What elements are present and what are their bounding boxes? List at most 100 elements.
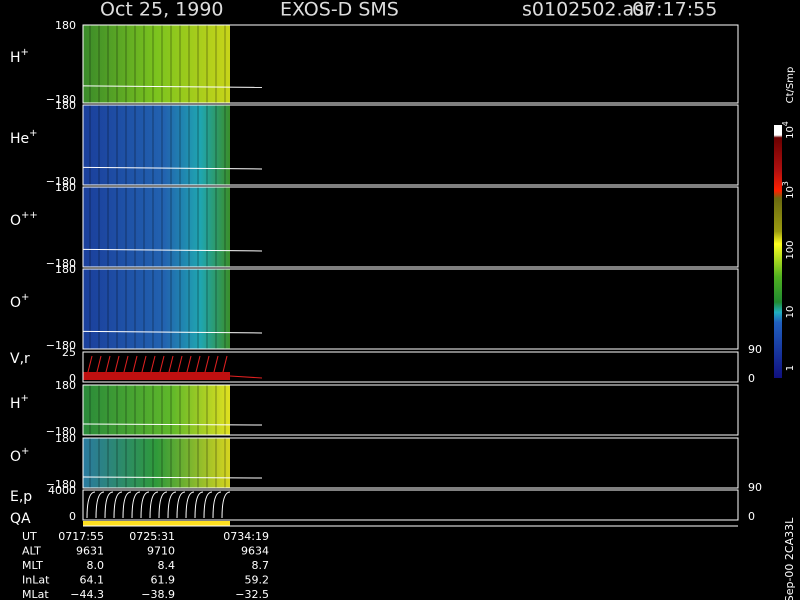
stripe [179, 438, 181, 488]
stripe [161, 438, 163, 488]
stripe [107, 269, 109, 349]
stripe [161, 187, 163, 267]
stripe [134, 105, 136, 185]
spectrogram [83, 438, 230, 488]
y2-tick-label: 0 [748, 510, 755, 523]
stripe [170, 269, 172, 349]
stripe [161, 25, 163, 103]
footer-value: 0734:19 [223, 530, 269, 543]
panel-frame [82, 268, 739, 350]
stripe [98, 187, 100, 267]
stripe [143, 438, 145, 488]
colorbar-base: 10 [785, 186, 796, 199]
header-mission: EXOS-D SMS [280, 0, 399, 21]
footer-value: 9710 [147, 545, 175, 558]
colorbar-label: 103 [781, 181, 797, 199]
spectrogram [83, 25, 230, 103]
panel-frame [82, 489, 739, 521]
panel-label: H+ [10, 47, 29, 66]
stripe [89, 438, 91, 488]
stripe [215, 385, 217, 435]
stripe [206, 269, 208, 349]
stripe [188, 187, 190, 267]
stripe [152, 269, 154, 349]
stripe [116, 269, 118, 349]
header-date: Oct 25, 1990 [100, 0, 224, 21]
stripe [197, 187, 199, 267]
footer-value: −44.3 [70, 588, 104, 600]
panel-frame [82, 24, 739, 104]
stripe [197, 438, 199, 488]
stripe [179, 187, 181, 267]
footer-label: UT [22, 530, 37, 543]
footer-value: 61.9 [151, 574, 176, 587]
footer-value: 59.2 [245, 574, 270, 587]
colorbar-label: 104 [781, 121, 797, 139]
stripe [179, 385, 181, 435]
stripe [143, 25, 145, 103]
stripe [116, 438, 118, 488]
stripe [224, 438, 226, 488]
panel-label-text: H [10, 396, 21, 412]
y-tick-label: −180 [46, 478, 76, 491]
stripe [197, 385, 199, 435]
stripe [197, 269, 199, 349]
energy-trace [212, 491, 222, 519]
footer-value: 8.0 [87, 559, 105, 572]
trace [82, 423, 263, 426]
stripe [197, 105, 199, 185]
energy-trace [158, 491, 168, 519]
colorbar-base: 100 [785, 240, 796, 259]
stripe [215, 105, 217, 185]
stripe [206, 105, 208, 185]
footer-label: MLat [22, 588, 49, 600]
footer-label: MLT [22, 559, 43, 572]
y2-tick-label: 90 [748, 343, 762, 356]
footer-value: 0717:55 [58, 530, 104, 543]
panel-label: O++ [10, 210, 38, 229]
panel-frame [82, 351, 739, 383]
footer-value: −32.5 [235, 588, 269, 600]
panel-label-text: E,p [10, 489, 32, 505]
y-tick-label: 0 [69, 510, 76, 523]
stripe [170, 187, 172, 267]
stripe [98, 25, 100, 103]
y-tick-label: −180 [46, 175, 76, 188]
y-tick-label: −180 [46, 93, 76, 106]
energy-trace [113, 491, 123, 519]
energy-trace [185, 491, 195, 519]
stripe [170, 385, 172, 435]
panel-label: He+ [10, 128, 38, 147]
stripe [98, 105, 100, 185]
stripe [143, 105, 145, 185]
y-tick-label: 180 [55, 19, 76, 32]
energy-trace [149, 491, 159, 519]
energy-trace [194, 491, 204, 519]
stripe [215, 187, 217, 267]
spectrogram [83, 105, 230, 185]
colorbar-base: 1 [785, 365, 796, 371]
energy-trace [203, 491, 213, 519]
stripe [98, 438, 100, 488]
panel-frame [82, 437, 739, 489]
panel-label-text: O [10, 213, 21, 229]
footer-value: 9631 [76, 545, 104, 558]
stripe [179, 25, 181, 103]
stripe [206, 438, 208, 488]
panel-label-text: V,r [10, 351, 30, 367]
stripe [134, 187, 136, 267]
stripe [224, 25, 226, 103]
y-tick-label: 25 [62, 346, 76, 359]
energy-trace [122, 491, 132, 519]
footer-value: 8.4 [158, 559, 176, 572]
footer-value: −38.9 [141, 588, 175, 600]
y-tick-label: 4000 [48, 484, 76, 497]
panel-label-text: H [10, 50, 21, 66]
stripe [134, 269, 136, 349]
panel-label-sup: + [21, 292, 29, 303]
panel-label: O+ [10, 446, 29, 465]
stripe [188, 105, 190, 185]
panel-label: O+ [10, 292, 29, 311]
footer-label: InLat [22, 574, 50, 587]
stripe [179, 269, 181, 349]
